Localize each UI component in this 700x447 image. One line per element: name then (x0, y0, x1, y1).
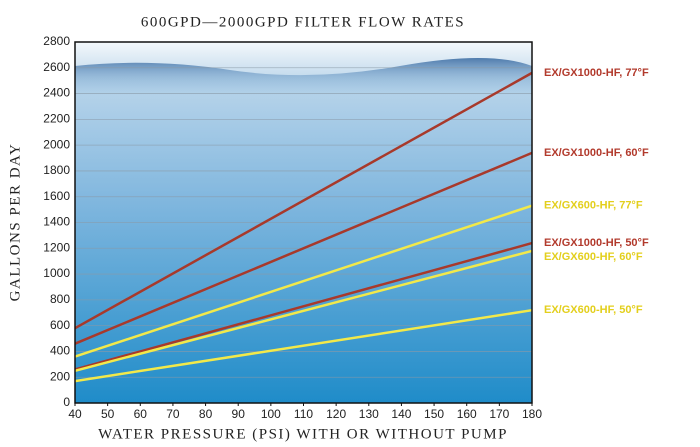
x-tick-label: 40 (68, 407, 82, 421)
y-tick-label: 1600 (43, 189, 70, 203)
y-tick-label: 200 (50, 369, 70, 383)
legend-label: EX/GX1000-HF, 50°F (544, 237, 649, 249)
y-tick-label: 2800 (43, 34, 70, 48)
x-tick-label: 110 (294, 407, 313, 421)
y-tick-label: 2400 (43, 86, 70, 100)
legend-label: EX/GX600-HF, 50°F (544, 304, 643, 316)
x-tick-label: 170 (489, 407, 509, 421)
y-tick-label: 2000 (43, 137, 70, 151)
y-axis-label: GALLONS PER DAY (7, 143, 23, 302)
y-tick-label: 400 (50, 344, 70, 358)
x-tick-label: 130 (359, 407, 379, 421)
chart-title: 600GPD—2000GPD FILTER FLOW RATES (141, 14, 465, 30)
y-tick-label: 0 (63, 395, 70, 409)
x-tick-label: 120 (326, 407, 346, 421)
series-line (74, 151, 533, 345)
y-tick-label: 1400 (43, 215, 70, 229)
y-tick-label: 1000 (43, 266, 70, 280)
x-tick-label: 50 (101, 407, 115, 421)
legend-label: EX/GX600-HF, 77°F (544, 200, 643, 212)
legend-label: EX/GX1000-HF, 60°F (544, 147, 649, 159)
series-line (74, 308, 533, 383)
series-line (74, 241, 533, 371)
y-tick-label: 600 (50, 318, 70, 332)
x-tick-label: 80 (199, 407, 213, 421)
x-tick-label: 70 (166, 407, 180, 421)
series-line (74, 249, 533, 373)
legend-label: EX/GX600-HF, 60°F (544, 251, 643, 263)
legend-label: EX/GX1000-HF, 77°F (544, 67, 649, 79)
x-tick-label: 160 (457, 407, 477, 421)
x-tick-label: 140 (391, 407, 411, 421)
y-tick-label: 1800 (43, 163, 70, 177)
x-tick-label: 60 (134, 407, 148, 421)
x-axis-label: WATER PRESSURE (PSI) WITH OR WITHOUT PUM… (98, 426, 508, 442)
x-tick-label: 150 (424, 407, 444, 421)
y-tick-label: 1200 (43, 240, 70, 254)
x-tick-label: 180 (522, 407, 542, 421)
x-tick-label: 90 (232, 407, 246, 421)
series-line (74, 71, 533, 330)
y-tick-label: 2200 (43, 112, 70, 126)
x-tick-label: 100 (261, 407, 281, 421)
y-tick-label: 800 (50, 292, 70, 306)
y-tick-label: 2600 (43, 60, 70, 74)
series-line (74, 204, 533, 358)
